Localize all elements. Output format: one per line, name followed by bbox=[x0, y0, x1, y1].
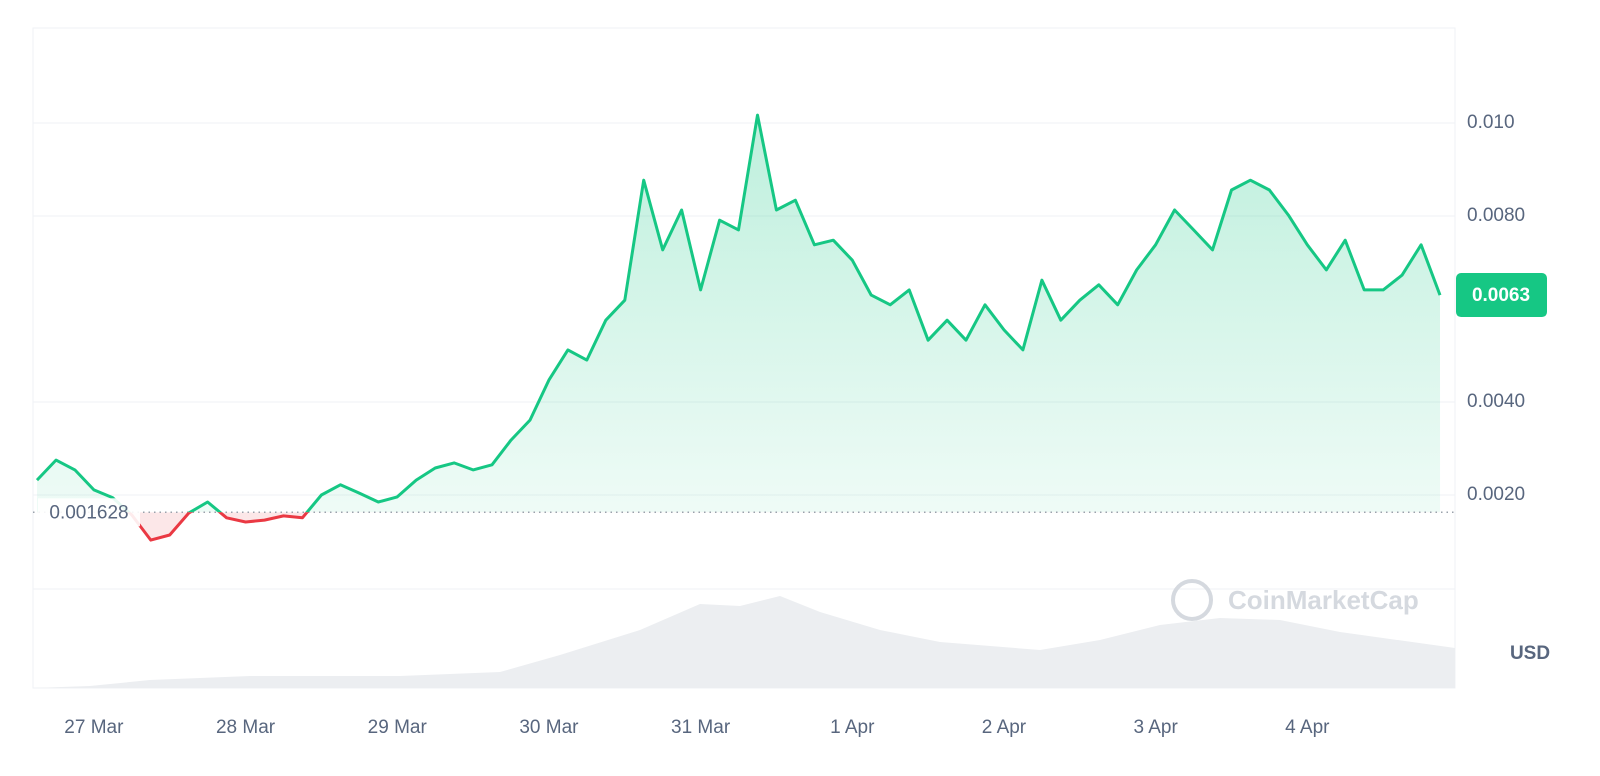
x-tick-label: 28 Mar bbox=[216, 717, 276, 738]
x-tick-label: 29 Mar bbox=[368, 717, 428, 738]
x-tick-label: 1 Apr bbox=[830, 717, 875, 738]
currency-label: USD bbox=[1510, 643, 1550, 664]
y-tick-label: 0.0080 bbox=[1467, 205, 1525, 226]
series: 0.001628 0.0063 bbox=[33, 113, 1547, 542]
area-fill-below bbox=[37, 512, 1441, 541]
price-line bbox=[35, 113, 1442, 513]
watermark: CoinMarketCap bbox=[1228, 585, 1419, 615]
last-price-badge bbox=[1456, 273, 1547, 318]
price-line-below bbox=[126, 512, 309, 542]
reference-label-bg bbox=[38, 498, 140, 527]
x-tick-label: 30 Mar bbox=[519, 717, 579, 738]
watermark-logo bbox=[1171, 579, 1213, 621]
y-tick-label: 0.0040 bbox=[1467, 391, 1525, 412]
y-tick-label: 0.0020 bbox=[1467, 484, 1525, 505]
x-tick-label: 31 Mar bbox=[671, 717, 731, 738]
reference-label: 0.001628 bbox=[49, 502, 128, 523]
area-fill bbox=[37, 115, 1441, 513]
x-tick-label: 3 Apr bbox=[1133, 717, 1178, 738]
x-tick-label: 2 Apr bbox=[982, 717, 1027, 738]
y-tick-label: 0.010 bbox=[1467, 112, 1515, 133]
volume-area bbox=[33, 596, 1455, 688]
last-price-label: 0.0063 bbox=[1472, 285, 1530, 306]
x-tick-label: 27 Mar bbox=[64, 717, 124, 738]
x-tick-label: 4 Apr bbox=[1285, 717, 1330, 738]
